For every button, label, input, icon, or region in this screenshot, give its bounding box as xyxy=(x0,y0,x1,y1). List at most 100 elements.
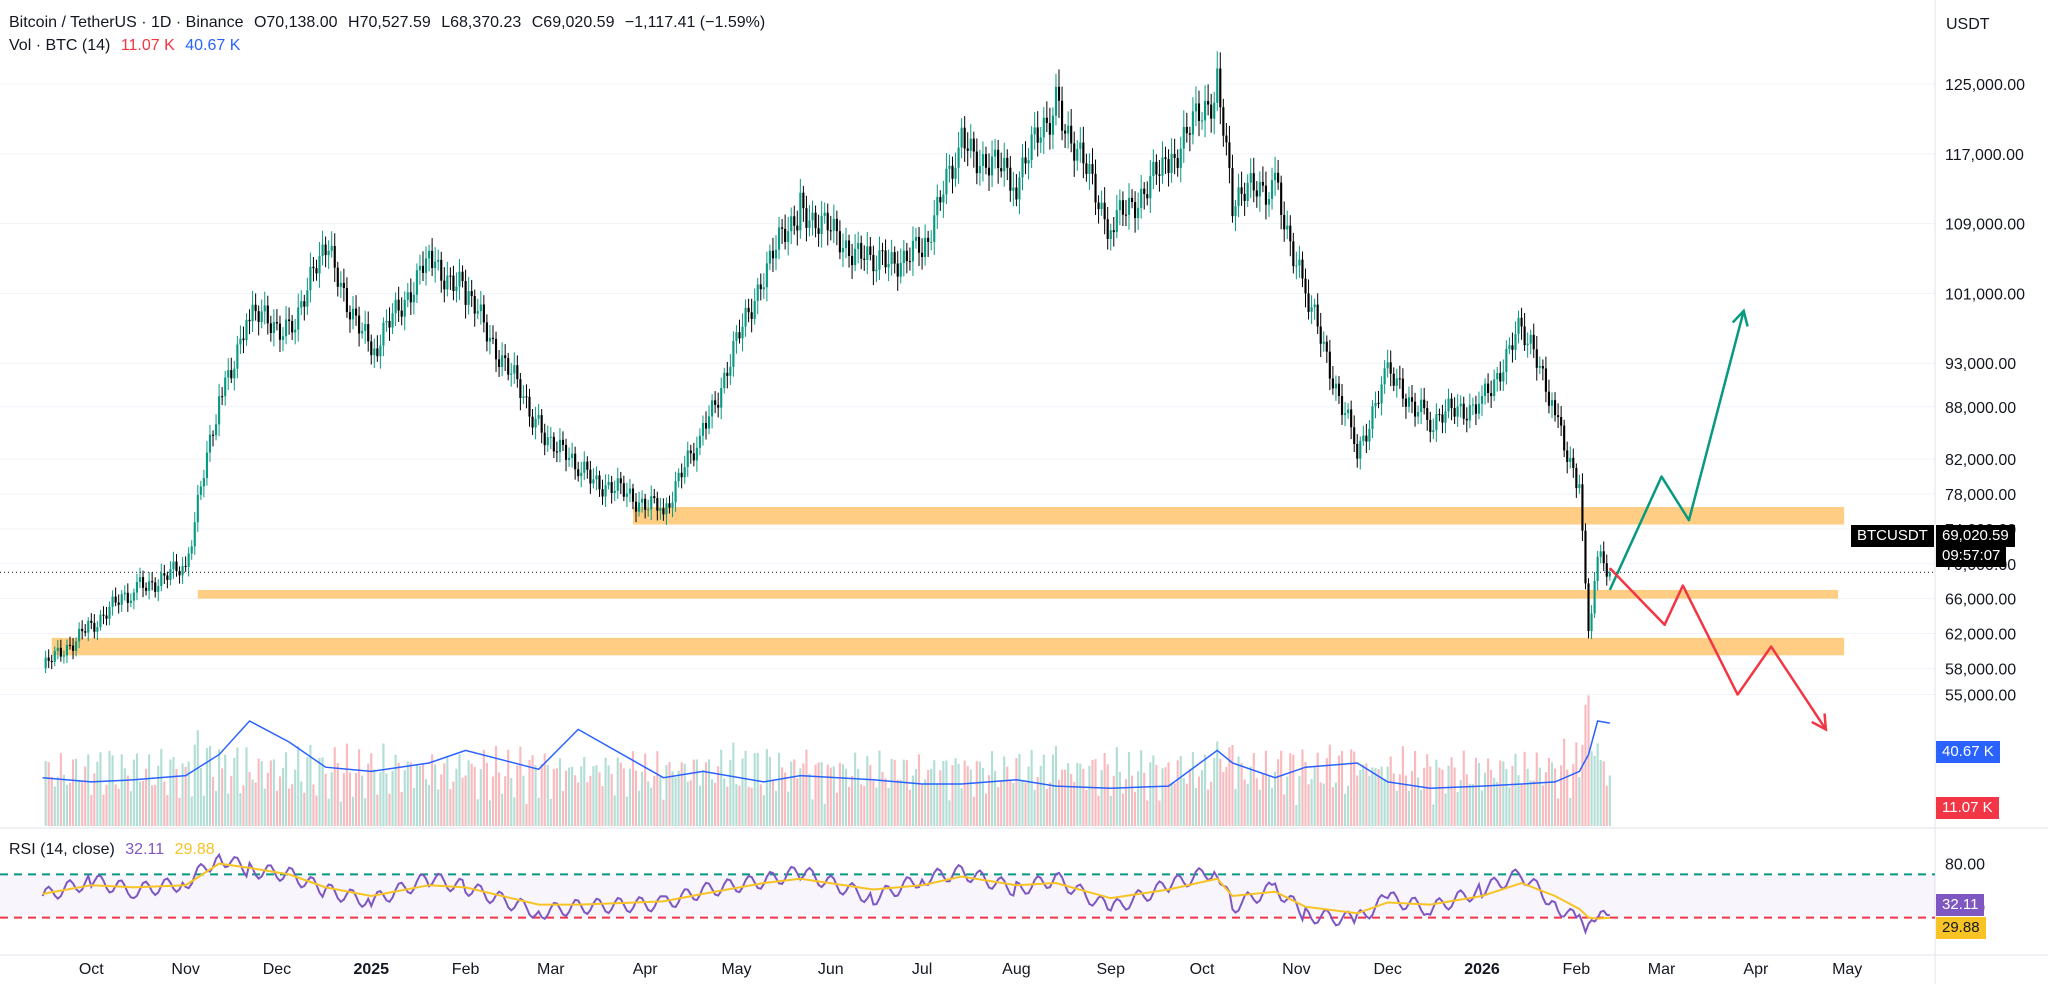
candle-body xyxy=(1200,120,1204,122)
candle-body xyxy=(841,248,845,253)
volume-bar xyxy=(1194,788,1198,826)
volume-bar xyxy=(960,788,963,826)
candle-body xyxy=(202,478,205,487)
volume-bar xyxy=(339,801,342,826)
volume-bar xyxy=(1021,780,1024,826)
volume-bar xyxy=(878,750,881,826)
candle-body xyxy=(242,338,245,341)
volume-bar xyxy=(1033,789,1036,826)
support-zone xyxy=(51,637,1845,656)
volume-bar xyxy=(1444,793,1447,826)
candle-body xyxy=(637,502,641,512)
volume-bar xyxy=(1243,779,1246,826)
candle-body xyxy=(385,320,388,323)
volume-label[interactable]: Vol · BTC (14) xyxy=(9,37,111,54)
candle-body xyxy=(160,573,163,587)
candle-body xyxy=(1295,265,1298,267)
volume-bar xyxy=(1569,797,1572,826)
candle-body xyxy=(990,156,994,176)
candle-body xyxy=(1386,362,1389,369)
volume-bar xyxy=(616,757,619,826)
volume-bar xyxy=(1286,776,1289,826)
volume-bar xyxy=(933,760,936,826)
candle-body xyxy=(896,263,899,277)
volume-bar xyxy=(184,766,187,826)
candle-body xyxy=(726,372,729,376)
volume-bar xyxy=(555,768,558,826)
price-tick-label: 78,000.00 xyxy=(1945,487,2016,504)
time-tick-label: Apr xyxy=(633,961,659,978)
volume-bar xyxy=(1115,747,1118,826)
volume-bar xyxy=(954,758,957,826)
volume-bar xyxy=(577,782,580,826)
volume-bar xyxy=(1118,771,1121,826)
candle-body xyxy=(1429,419,1432,433)
price-tick-label: 117,000.00 xyxy=(1945,147,2024,164)
ohlc-close: C69,020.59 xyxy=(531,14,615,31)
candle-body xyxy=(1146,194,1149,199)
candle-body xyxy=(269,323,272,334)
volume-bar xyxy=(93,773,96,826)
candle-body xyxy=(826,212,829,231)
volume-bar xyxy=(936,783,939,826)
candle-body xyxy=(1544,368,1547,392)
volume-bar xyxy=(141,780,145,826)
volume-bar xyxy=(860,784,863,826)
volume-bar xyxy=(364,798,367,826)
price-candles xyxy=(44,51,1611,674)
volume-bar xyxy=(1277,759,1280,826)
candle-body xyxy=(561,439,565,445)
volume-bar xyxy=(1438,767,1441,826)
candle-body xyxy=(208,434,212,453)
candle-body xyxy=(1173,153,1176,158)
candle-body xyxy=(543,432,546,446)
rsi-label[interactable]: RSI (14, close) xyxy=(9,841,115,858)
volume-bar xyxy=(1127,752,1131,826)
volume-bar xyxy=(312,784,315,826)
volume-bar xyxy=(306,757,309,826)
candle-body xyxy=(315,268,318,274)
price-tick-label: 125,000.00 xyxy=(1945,77,2025,94)
candle-body xyxy=(1380,384,1383,404)
symbol-title[interactable]: Bitcoin / TetherUS · 1D · Binance xyxy=(9,14,244,31)
volume-bar xyxy=(741,758,744,826)
volume-bar xyxy=(756,752,759,826)
candle-body xyxy=(552,436,555,452)
candle-body xyxy=(1094,173,1097,203)
volume-bar xyxy=(409,762,412,826)
candle-body xyxy=(90,620,93,623)
volume-bar xyxy=(574,775,577,826)
volume-bar xyxy=(336,763,339,826)
candle-body xyxy=(790,216,793,232)
volume-bar xyxy=(126,775,129,826)
candle-body xyxy=(571,453,574,459)
volume-bar xyxy=(546,764,549,826)
candle-body xyxy=(388,320,391,328)
candle-body xyxy=(683,467,686,478)
currency-label[interactable]: USDT xyxy=(1946,16,1990,33)
volume-bar xyxy=(1234,788,1237,826)
candle-body xyxy=(1277,172,1280,183)
volume-bar xyxy=(1377,769,1380,826)
candle-body xyxy=(878,250,881,270)
volume-bar xyxy=(47,762,50,826)
volume-bar xyxy=(1374,768,1377,826)
candle-body xyxy=(1608,572,1611,577)
volume-bar xyxy=(1496,781,1499,826)
volume-bar xyxy=(1112,775,1115,826)
volume-bar xyxy=(659,776,662,826)
volume-bar xyxy=(978,761,981,826)
candle-body xyxy=(1493,379,1496,397)
volume-bar xyxy=(330,772,333,826)
volume-bar xyxy=(641,771,644,826)
candle-body xyxy=(1371,406,1374,429)
volume-bar xyxy=(1420,789,1423,826)
volume-bar xyxy=(132,759,135,826)
volume-bar xyxy=(808,773,811,826)
candle-body xyxy=(138,577,142,582)
candle-body xyxy=(589,469,592,484)
candle-body xyxy=(957,147,960,168)
candle-body xyxy=(1447,398,1450,412)
